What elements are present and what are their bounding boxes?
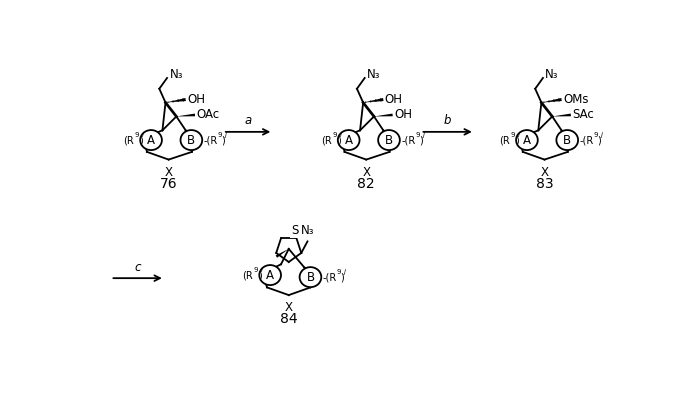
Text: (R: (R: [124, 135, 134, 145]
Text: b: b: [444, 114, 452, 127]
Ellipse shape: [556, 130, 578, 150]
Text: 83: 83: [535, 176, 554, 191]
Text: SAc: SAc: [572, 108, 594, 121]
Ellipse shape: [140, 130, 162, 150]
Text: 9: 9: [135, 132, 140, 138]
Polygon shape: [165, 98, 186, 103]
Text: ): ): [337, 135, 341, 145]
Text: 9: 9: [332, 132, 337, 138]
Text: j: j: [225, 132, 227, 138]
Ellipse shape: [181, 130, 202, 150]
Text: B: B: [187, 134, 195, 147]
Text: OAc: OAc: [197, 108, 220, 121]
Text: 9: 9: [511, 132, 515, 138]
Text: OMs: OMs: [563, 93, 588, 106]
Text: ): ): [515, 135, 519, 145]
Text: j: j: [344, 269, 346, 275]
Text: OH: OH: [187, 93, 205, 106]
Text: 9: 9: [337, 269, 341, 275]
Polygon shape: [177, 114, 195, 116]
Text: (R: (R: [321, 135, 332, 145]
Text: B: B: [563, 134, 571, 147]
Ellipse shape: [299, 267, 321, 287]
Text: (R: (R: [242, 270, 253, 280]
Text: 9: 9: [254, 267, 258, 273]
Text: 82: 82: [357, 176, 375, 191]
Text: A: A: [345, 134, 352, 147]
Text: ): ): [597, 135, 601, 145]
Text: S: S: [291, 224, 299, 237]
Text: N₃: N₃: [170, 68, 183, 81]
Text: ): ): [258, 270, 262, 280]
Text: ): ): [221, 135, 225, 145]
Text: 9: 9: [593, 132, 598, 138]
Text: 9: 9: [415, 132, 419, 138]
Polygon shape: [363, 98, 383, 103]
Text: j: j: [422, 132, 424, 138]
Text: -(R: -(R: [204, 135, 218, 145]
Text: 84: 84: [280, 312, 297, 326]
Text: A: A: [147, 134, 155, 147]
Ellipse shape: [259, 265, 281, 285]
Polygon shape: [552, 114, 571, 116]
Ellipse shape: [516, 130, 537, 150]
Text: ): ): [140, 135, 143, 145]
Text: j: j: [600, 132, 602, 138]
Text: B: B: [306, 271, 315, 284]
Text: ): ): [341, 272, 344, 282]
Polygon shape: [276, 249, 289, 258]
Text: A: A: [266, 268, 274, 281]
Text: B: B: [385, 134, 393, 147]
Text: ): ): [419, 135, 423, 145]
Polygon shape: [542, 98, 562, 103]
Text: X: X: [540, 166, 549, 179]
Text: X: X: [285, 301, 292, 314]
Text: OH: OH: [394, 108, 412, 121]
Text: A: A: [523, 134, 531, 147]
Text: i: i: [142, 132, 144, 138]
Text: a: a: [244, 114, 252, 127]
Text: X: X: [362, 166, 370, 179]
Text: -(R: -(R: [323, 272, 337, 282]
Text: c: c: [135, 261, 141, 274]
Text: (R: (R: [499, 135, 510, 145]
Text: N₃: N₃: [545, 68, 559, 81]
Text: N₃: N₃: [301, 224, 314, 237]
Text: OH: OH: [385, 93, 403, 106]
Ellipse shape: [338, 130, 359, 150]
Text: -(R: -(R: [401, 135, 415, 145]
Text: 9: 9: [218, 132, 222, 138]
Text: N₃: N₃: [367, 68, 380, 81]
Text: X: X: [165, 166, 172, 179]
Text: i: i: [339, 132, 341, 138]
Polygon shape: [374, 114, 393, 116]
Text: 76: 76: [160, 176, 177, 191]
Text: -(R: -(R: [579, 135, 594, 145]
Ellipse shape: [378, 130, 400, 150]
Text: i: i: [261, 267, 263, 273]
Text: i: i: [518, 132, 519, 138]
